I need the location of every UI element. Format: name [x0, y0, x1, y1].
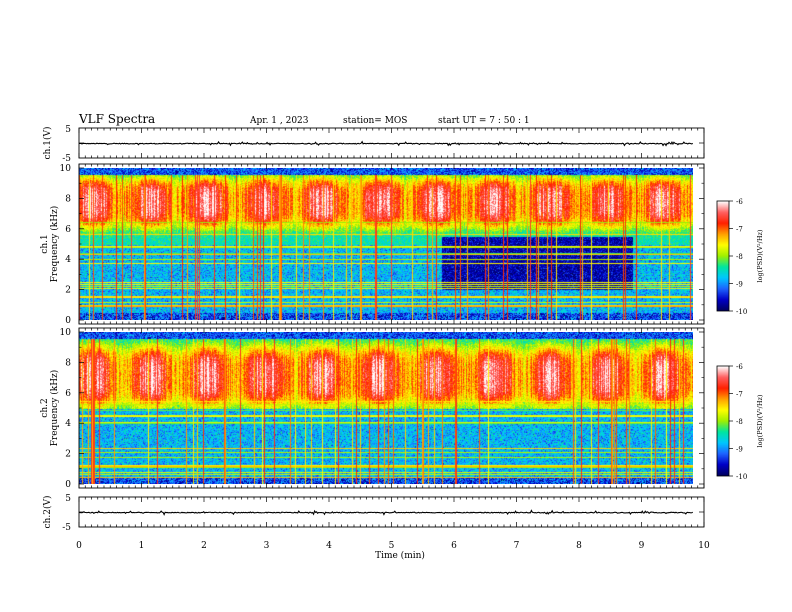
y-axis-label-frequency: Frequency (kHz)	[49, 206, 60, 283]
x-tick-label: 2	[201, 541, 207, 551]
spectrogram-panel-ch2: 0 2 4 6 8 10 ch.2 Frequency (kHz)	[40, 327, 705, 490]
x-tick-label: 6	[451, 541, 457, 551]
colorbar-tick-label: -8	[736, 418, 743, 426]
colorbar-tick-label: -7	[736, 391, 743, 399]
colorbar-tick-label: -10	[736, 473, 747, 481]
y-tick-label: 5	[65, 125, 71, 135]
x-tick-label: 5	[389, 541, 395, 551]
y-tick-label: 0	[65, 480, 71, 490]
y-tick-label: 6	[65, 225, 71, 235]
colorbar-ch2: -6 -7 -8 -9 -10 log(PSD)(V²/Hz)	[716, 363, 764, 481]
colorbar-label: log(PSD)(V²/Hz)	[756, 229, 764, 282]
waveform-panel-ch2: 5 -5 ch.2(V)	[42, 494, 705, 533]
y-axis-label-channel: ch.2	[40, 398, 50, 417]
y-tick-label: 8	[65, 194, 71, 204]
y-tick-label: -5	[62, 523, 71, 533]
colorbar-tick-label: -6	[736, 363, 743, 371]
x-tick-label: 1	[139, 541, 145, 551]
waveform-trace	[78, 509, 694, 516]
waveform-trace	[78, 140, 694, 147]
colorbar-tick-label: -6	[736, 198, 743, 206]
x-tick-label: 7	[514, 541, 520, 551]
station-label: station= MOS	[343, 116, 407, 126]
y-tick-label: 10	[60, 164, 72, 174]
y-tick-label: 4	[65, 255, 71, 265]
x-tick-label: 3	[264, 541, 270, 551]
y-tick-label: -5	[62, 154, 71, 164]
y-tick-label: 5	[65, 494, 71, 504]
y-tick-label: 0	[65, 316, 71, 326]
colorbar-gradient-ch1	[717, 201, 729, 311]
x-tick-label: 10	[698, 541, 710, 551]
x-tick-label: 4	[326, 541, 332, 551]
colorbar-ch1: -6 -7 -8 -9 -10 log(PSD)(V²/Hz)	[716, 198, 764, 316]
colorbar-tick-label: -9	[736, 281, 743, 289]
colorbar-tick-label: -10	[736, 308, 747, 316]
spectrogram-image-ch2	[79, 332, 693, 484]
colorbar-tick-label: -9	[736, 446, 743, 454]
x-axis-label: Time (min)	[375, 550, 425, 561]
figure-title: VLF Spectra	[78, 112, 155, 126]
y-axis-label: ch.2(V)	[42, 496, 53, 529]
time-axis: 0 1 2 3 4 5 6 7 8 9 10	[76, 541, 710, 551]
colorbar-gradient-ch2	[717, 366, 729, 476]
y-tick-label: 2	[65, 450, 71, 460]
y-axis-label: ch.1(V)	[42, 127, 53, 160]
date-label: Apr. 1 , 2023	[249, 116, 309, 126]
y-tick-label: 8	[65, 358, 71, 368]
start-time-label: start UT = 7 : 50 : 1	[438, 116, 530, 126]
y-axis-label-frequency: Frequency (kHz)	[49, 370, 60, 447]
y-tick-label: 4	[65, 419, 71, 429]
x-tick-label: 0	[76, 541, 82, 551]
spectrogram-image-ch1	[79, 168, 693, 320]
colorbar-label: log(PSD)(V²/Hz)	[756, 394, 764, 447]
x-tick-label: 8	[576, 541, 582, 551]
y-tick-label: 10	[60, 328, 72, 338]
waveform-panel-ch1: 5 -5 ch.1(V)	[42, 125, 705, 164]
colorbar-tick-label: -7	[736, 226, 743, 234]
y-tick-label: 2	[65, 286, 71, 296]
spectrogram-panel-ch1: 0 2 4 6 8 10 ch.1 Frequency (kHz)	[40, 163, 705, 326]
y-tick-label: 6	[65, 389, 71, 399]
colorbar-tick-label: -8	[736, 253, 743, 261]
y-axis-label-channel: ch.1	[40, 234, 50, 253]
x-tick-label: 9	[639, 541, 645, 551]
